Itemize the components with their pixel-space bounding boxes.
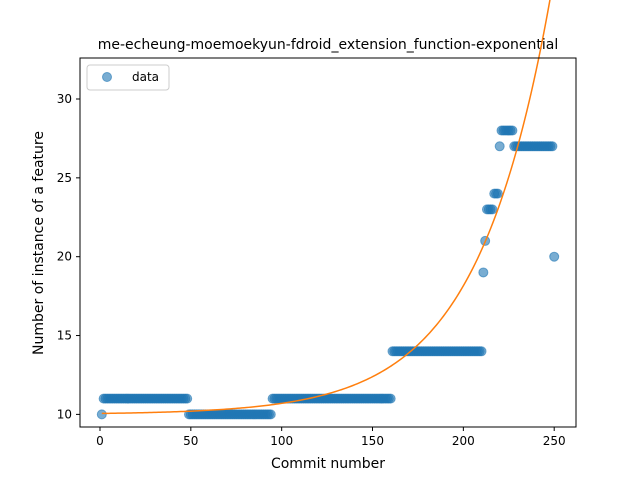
plot-area	[96, 0, 560, 420]
x-axis-label: Commit number	[271, 456, 385, 472]
x-tick-label: 50	[183, 434, 198, 448]
x-tick-label: 250	[543, 434, 566, 448]
data-point	[547, 141, 558, 152]
x-tick-label: 150	[361, 434, 384, 448]
data-point	[182, 393, 193, 404]
data-point	[494, 141, 505, 152]
data-point	[476, 346, 487, 357]
legend: data	[86, 64, 170, 91]
data-point	[507, 125, 518, 136]
axis-ticks: 0 50 100 150 200 250 10 15 20 25 30	[57, 92, 566, 448]
data-point	[478, 267, 489, 278]
chart-title: me-echeung-moemoekyun-fdroid_extension_f…	[98, 37, 559, 53]
data-point	[265, 409, 276, 420]
data-point	[549, 251, 560, 262]
axes-frame	[79, 57, 577, 428]
y-tick-label: 10	[57, 407, 72, 421]
legend-label-data: data	[132, 70, 159, 84]
data-point	[96, 409, 107, 420]
x-tick-label: 0	[96, 434, 104, 448]
legend-box	[86, 64, 170, 91]
y-tick-label: 20	[57, 250, 72, 264]
x-tick-label: 100	[270, 434, 293, 448]
legend-marker	[102, 72, 112, 82]
y-axis-label: Number of instance of a feature	[31, 131, 47, 355]
x-tick-label: 200	[452, 434, 475, 448]
data-point	[487, 204, 498, 215]
data-point	[385, 393, 396, 404]
data-point	[492, 188, 503, 199]
fit-line	[101, 0, 551, 415]
y-tick-label: 30	[57, 92, 72, 106]
y-tick-label: 25	[57, 171, 72, 185]
y-tick-label: 15	[57, 329, 72, 343]
